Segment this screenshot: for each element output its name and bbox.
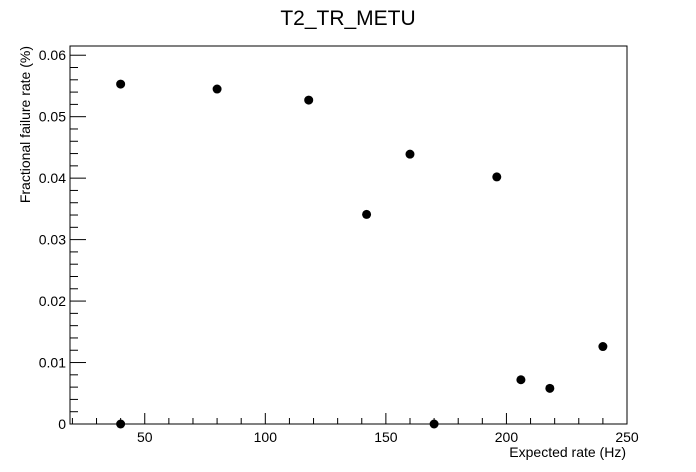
data-point [429,419,439,429]
x-tick-label: 50 [137,429,153,445]
data-point [492,172,502,182]
data-point [362,209,372,219]
x-axis-label: Expected rate (Hz) [509,444,626,460]
x-tick-label: 100 [254,429,278,445]
x-tick-label: 200 [495,429,519,445]
data-point [405,149,415,159]
y-tick-label: 0.02 [39,293,66,309]
data-point [598,342,608,352]
chart-title: T2_TR_METU [280,7,415,30]
data-point [516,375,526,385]
data-point [212,84,222,94]
x-axis: 50 100 150 200 250 [71,413,639,445]
y-tick-label: 0.06 [39,47,66,63]
data-point [116,79,126,89]
y-tick-label: 0.03 [39,232,66,248]
data-point [116,419,126,429]
x-tick-label: 150 [374,429,398,445]
plot-frame [69,45,628,425]
y-tick-label: 0.05 [39,109,66,125]
y-axis-label: Fractional failure rate (%) [17,46,33,203]
y-axis: 0 0.01 0.02 0.03 0.04 0.05 0.06 [39,47,86,432]
data-points [116,79,608,429]
y-tick-label: 0.01 [39,355,66,371]
y-tick-label: 0 [58,416,66,432]
data-point [545,383,555,393]
x-tick-label: 250 [615,429,639,445]
y-tick-label: 0.04 [39,170,66,186]
data-point [304,95,314,105]
